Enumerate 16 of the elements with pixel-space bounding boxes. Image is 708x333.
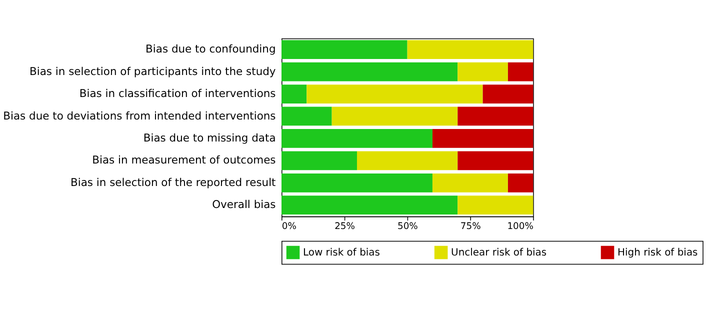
x-tick-label: 50%: [397, 220, 418, 232]
y-tick-label: Bias due to deviations from intended interventions: [3, 109, 276, 122]
y-tick-label: Bias in selection of participants into the study: [30, 64, 276, 78]
y-tick-label: Bias in selection of the reported result: [70, 176, 276, 189]
x-tick-label: 75%: [460, 220, 482, 232]
legend-label: Low risk of bias: [302, 248, 380, 259]
y-tick-label: Bias due to missing data: [143, 132, 276, 145]
x-tick-label: 0%: [282, 220, 297, 232]
y-tick-label: Bias due to confounding: [146, 42, 276, 56]
legend-label: High risk of bias: [617, 248, 698, 259]
legend-label: Unclear risk of bias: [451, 248, 547, 259]
x-tick-label: 100%: [507, 220, 534, 232]
y-tick-label: Bias in classification of interventions: [79, 87, 276, 100]
y-tick-label: Overall bias: [212, 198, 276, 212]
x-tick-label: 25%: [334, 220, 356, 232]
y-tick-label: Bias in measurement of outcomes: [92, 154, 276, 167]
